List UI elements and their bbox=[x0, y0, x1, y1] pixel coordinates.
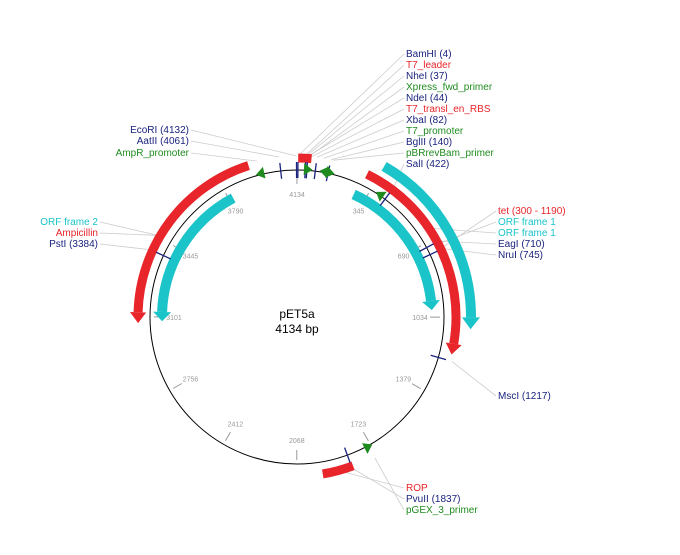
leader-line bbox=[316, 119, 405, 158]
primer-arrow bbox=[376, 191, 387, 202]
feature-label-psti-3384: PstI (3384) bbox=[49, 239, 98, 250]
feature-label-rop: ROP bbox=[406, 483, 428, 494]
leader-line bbox=[351, 467, 405, 500]
feature-label-t7-leader: T7_leader bbox=[406, 60, 452, 71]
arc-ampicillin bbox=[133, 161, 250, 313]
leader-line bbox=[311, 108, 405, 158]
tick-label: 3790 bbox=[228, 208, 244, 215]
feature-label-bamhi-4: BamHI (4) bbox=[406, 49, 452, 60]
feature-label-t7-transl-en-rbs: T7_transl_en_RBS bbox=[406, 104, 491, 115]
feature-label-ecori-4132: EcoRI (4132) bbox=[130, 125, 189, 136]
leader-line bbox=[333, 152, 405, 161]
leader-line bbox=[304, 64, 405, 157]
feature-label-msci-1217: MscI (1217) bbox=[498, 391, 551, 402]
leader-line bbox=[190, 129, 297, 157]
leader-line bbox=[190, 152, 257, 162]
leader-line bbox=[297, 53, 405, 157]
leader-line bbox=[308, 86, 405, 157]
tick-label: 2412 bbox=[228, 421, 244, 428]
site-mark bbox=[313, 163, 317, 180]
leader-line bbox=[451, 361, 497, 397]
arc-arrowhead-orf-frame-2 bbox=[153, 311, 172, 322]
feature-label-sali-422: SalI (422) bbox=[406, 159, 449, 170]
feature-label-nrui-745: NruI (745) bbox=[498, 250, 543, 261]
primer-markers bbox=[255, 163, 387, 454]
arc-arrowhead-orf-frame-1-a bbox=[461, 317, 480, 330]
site-mark bbox=[419, 243, 434, 252]
leader-line bbox=[305, 75, 405, 157]
tick-mark bbox=[411, 383, 421, 390]
site-mark bbox=[155, 251, 171, 260]
tick-mark bbox=[224, 431, 231, 442]
feature-label-bglii-140: BglII (140) bbox=[406, 137, 452, 148]
leader-line bbox=[374, 457, 405, 511]
tick-label: 3445 bbox=[183, 254, 199, 261]
site-mark bbox=[279, 162, 283, 179]
tick-mark bbox=[172, 383, 183, 389]
tick-label: 2756 bbox=[183, 377, 199, 384]
tick-label: 1034 bbox=[412, 315, 428, 322]
site-mark bbox=[430, 354, 447, 361]
primer-arrow bbox=[362, 443, 373, 454]
feature-label-ndei-44: NdeI (44) bbox=[406, 93, 448, 104]
arc-orf-frame-2 bbox=[157, 193, 236, 313]
tick-label: 1379 bbox=[396, 377, 412, 384]
feature-label-nhei-37: NheI (37) bbox=[406, 71, 448, 82]
site-mark bbox=[422, 250, 438, 259]
plasmid-name: pET5a bbox=[279, 307, 315, 321]
tick-label: 4134 bbox=[289, 192, 305, 199]
feature-label-orf-frame-2: ORF frame 2 bbox=[40, 217, 98, 228]
feature-arcs bbox=[129, 153, 480, 479]
arc-rop bbox=[321, 461, 355, 479]
tick-label: 1723 bbox=[351, 422, 367, 429]
primer-arrow bbox=[303, 163, 313, 176]
tick-label: 3101 bbox=[166, 315, 182, 322]
plasmid-length: 4134 bp bbox=[275, 322, 319, 336]
arc-orf-frame-1-a bbox=[381, 162, 477, 318]
feature-label-xbai-82: XbaI (82) bbox=[406, 115, 447, 126]
leader-line bbox=[330, 141, 405, 161]
arc-arrowhead-ampicillin bbox=[129, 312, 147, 324]
leader-line bbox=[342, 471, 405, 489]
feature-label-ampr-promoter: AmpR_promoter bbox=[116, 148, 190, 159]
arc-tet bbox=[365, 170, 461, 345]
arc-orf-frame-1-b bbox=[351, 189, 437, 302]
tick-label: 690 bbox=[398, 254, 410, 261]
feature-label-pbrrevbam-primer: pBRrevBam_primer bbox=[406, 148, 494, 159]
leader-line bbox=[190, 140, 280, 158]
leader-line bbox=[99, 243, 151, 251]
tick-label: 345 bbox=[353, 209, 365, 216]
feature-label-pvuii-1837: PvuII (1837) bbox=[406, 494, 460, 505]
feature-label-ampicillin: Ampicillin bbox=[56, 228, 98, 239]
arc-arrowhead-orf-frame-1-b bbox=[422, 299, 440, 311]
leader-line bbox=[99, 221, 159, 236]
feature-label-t7-promoter: T7_promoter bbox=[406, 126, 464, 137]
arc-arrowhead-tet bbox=[445, 342, 462, 355]
feature-label-eagi-710: EagI (710) bbox=[498, 239, 545, 250]
feature-label-xpress-fwd-primer: Xpress_fwd_primer bbox=[406, 82, 493, 93]
leader-line bbox=[99, 232, 159, 236]
feature-label-orf-frame-1: ORF frame 1 bbox=[498, 228, 556, 239]
feature-label-aatii-4061: AatII (4061) bbox=[137, 136, 189, 147]
feature-label-pgex-3-primer: pGEX_3_primer bbox=[406, 505, 478, 516]
leader-line bbox=[442, 248, 497, 256]
leader-line bbox=[431, 227, 497, 234]
site-mark bbox=[343, 447, 351, 463]
tick-label: 2068 bbox=[289, 438, 305, 445]
leader-line bbox=[307, 97, 405, 157]
tick-mark bbox=[362, 431, 369, 442]
label-leader-lines bbox=[99, 53, 497, 511]
feature-label-orf-frame-1: ORF frame 1 bbox=[498, 217, 556, 228]
site-mark bbox=[379, 192, 391, 207]
arc-t7-leader bbox=[298, 153, 312, 164]
leader-line bbox=[323, 130, 405, 159]
primer-arrow bbox=[255, 166, 266, 179]
primer-arrow bbox=[319, 166, 330, 179]
feature-label-tet-300-1190: tet (300 - 1190) bbox=[498, 206, 566, 217]
